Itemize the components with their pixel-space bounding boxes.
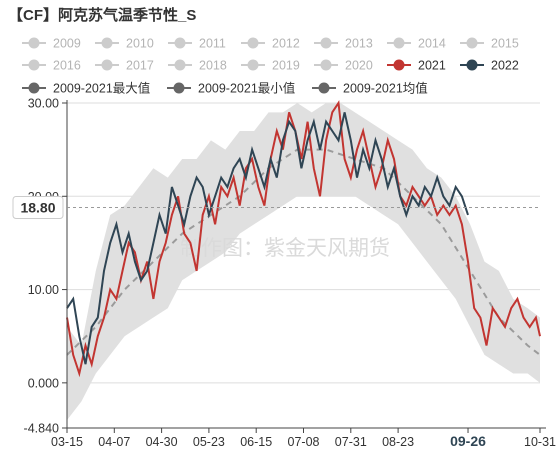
legend-2022-dot: [466, 59, 478, 71]
x-tick-label: 07-31: [335, 435, 367, 449]
series-line-2021: [66, 100, 541, 378]
x-tick-label: 05-23: [193, 435, 225, 449]
x-tick-label: 06-15: [240, 435, 272, 449]
legend-2021-dot: [393, 59, 405, 71]
legend-label-2021: 2021: [418, 59, 446, 73]
legend-label-2019: 2019: [272, 59, 300, 73]
legend-2009-dot: [28, 37, 40, 49]
legend-label-2012: 2012: [272, 37, 300, 51]
legend-label-2009: 2009: [53, 37, 81, 51]
legend-label-2011: 2011: [199, 37, 226, 51]
legend-label-2015: 2015: [491, 37, 519, 51]
legend-2020-dot: [320, 59, 332, 71]
legend-label-stat-2: 2009-2021均值: [343, 81, 428, 96]
axis-pointer: 18.80: [12, 195, 540, 219]
legend-label-2020: 2020: [345, 59, 373, 73]
legend-label-2017: 2017: [126, 59, 154, 73]
y-tick-label: -4.840: [24, 422, 59, 436]
max-min-band: [67, 103, 540, 421]
y-tick-label: 30.00: [28, 97, 59, 111]
legend-label-2016: 2016: [53, 59, 81, 73]
legend-2010-dot: [101, 37, 113, 49]
legend-label-2014: 2014: [418, 37, 446, 51]
x-tick-label: 04-07: [98, 435, 130, 449]
x-tick-label: 04-30: [146, 435, 178, 449]
legend: 2009 2010 2011 2012 2013 2014 2015 2016 2017 2018…: [22, 37, 519, 96]
chart-title: 【CF】阿克苏气温季节性_S: [8, 6, 196, 24]
series-line-2022: [66, 112, 469, 365]
axes: 30.0020.0010.000.000-4.84003-1504-0704-3…: [24, 97, 556, 450]
legend-2019-dot: [247, 59, 259, 71]
y-tick-label: 10.00: [28, 283, 59, 297]
avg-line: [66, 148, 541, 356]
legend-stat-2-dot: [318, 82, 330, 94]
legend-2012-dot: [247, 37, 259, 49]
legend-label-2013: 2013: [345, 37, 373, 51]
legend-2013-dot: [320, 37, 332, 49]
pointer-label: 18.80: [20, 199, 55, 215]
legend-label-stat-0: 2009-2021最大值: [53, 81, 150, 96]
legend-stat-1-dot: [173, 82, 185, 94]
legend-2016-dot: [28, 59, 40, 71]
watermark: 制作图：紫金天风期货: [180, 237, 390, 260]
pointer-label-box: [12, 195, 64, 219]
legend-label-2022: 2022: [491, 59, 519, 73]
x-tick-label: 07-08: [288, 435, 320, 449]
legend-2014-dot: [393, 37, 405, 49]
legend-2018-dot: [174, 59, 186, 71]
x-tick-label: 09-26: [450, 433, 486, 449]
x-tick-label: 03-15: [51, 435, 83, 449]
x-tick-label: 10-31: [524, 435, 556, 449]
legend-label-stat-1: 2009-2021最小值: [198, 81, 295, 96]
x-tick-label: 08-23: [382, 435, 414, 449]
legend-2011-dot: [174, 37, 186, 49]
legend-2015-dot: [466, 37, 478, 49]
legend-label-2010: 2010: [126, 37, 154, 51]
y-tick-label: 0.000: [28, 376, 59, 390]
watermark-text: 制作图：紫金天风期货: [180, 237, 390, 260]
legend-stat-0-dot: [28, 82, 40, 94]
legend-2017-dot: [101, 59, 113, 71]
legend-label-2018: 2018: [199, 59, 227, 73]
